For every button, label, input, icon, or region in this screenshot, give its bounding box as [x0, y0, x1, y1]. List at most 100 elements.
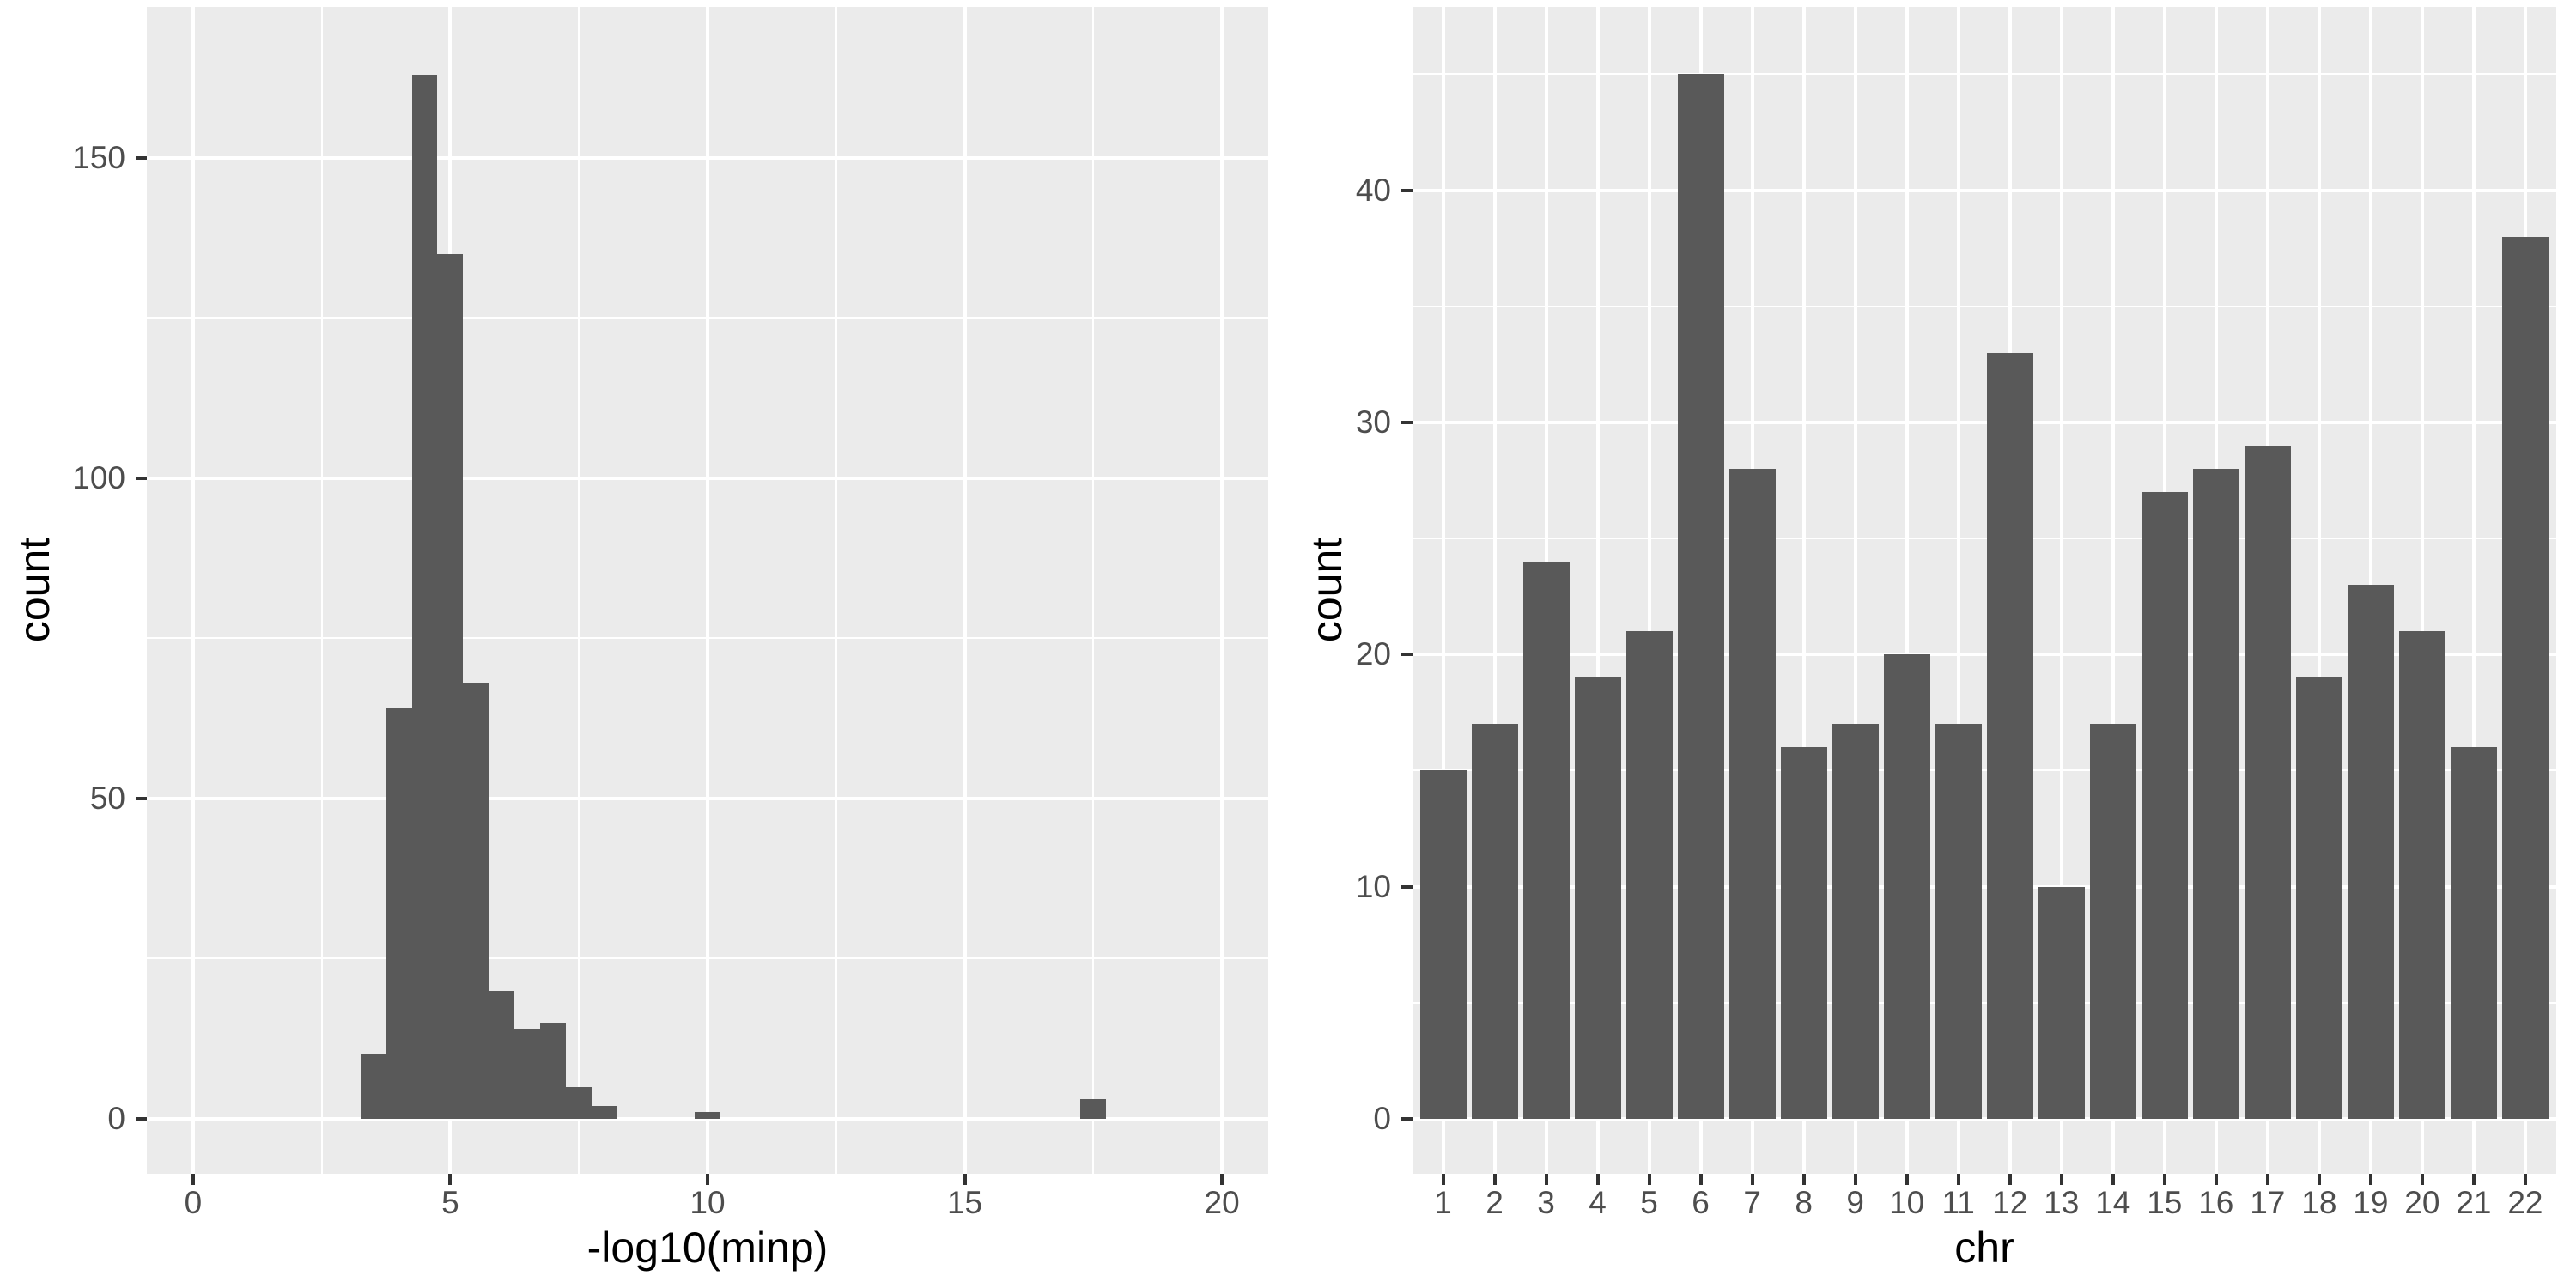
x-tick-label: 12	[1992, 1185, 2028, 1220]
bar	[2398, 631, 2445, 1119]
minor-gridline-y	[1413, 769, 2556, 772]
major-gridline-y	[1413, 884, 2556, 889]
bar	[2089, 724, 2136, 1119]
x-tick-mark	[2162, 1174, 2166, 1185]
y-tick-label: 100	[72, 459, 125, 495]
x-tick-mark	[191, 1174, 195, 1185]
y-tick-label: 0	[107, 1100, 125, 1136]
x-tick-label: 4	[1589, 1185, 1607, 1220]
x-tick-label: 10	[690, 1185, 726, 1220]
bar	[1780, 747, 1827, 1119]
histogram-bar	[437, 253, 464, 1119]
minor-gridline-x	[1092, 7, 1095, 1174]
x-tick-label: 17	[2250, 1185, 2286, 1220]
x-tick-mark	[1956, 1174, 1960, 1185]
minor-gridline-y	[1413, 73, 2556, 76]
major-gridline-x	[2471, 7, 2476, 1174]
x-tick-mark	[1801, 1174, 1806, 1185]
y-tick-label: 150	[72, 140, 125, 176]
minor-gridline-y	[1413, 1001, 2556, 1004]
bar	[1883, 654, 1930, 1119]
bar	[1935, 724, 1982, 1119]
x-tick-mark	[1698, 1174, 1703, 1185]
y-tick-label: 40	[1355, 172, 1391, 208]
y-tick-mark	[1401, 653, 1413, 657]
minor-gridline-y	[1413, 305, 2556, 307]
bar	[1419, 770, 1467, 1119]
x-tick-mark	[448, 1174, 453, 1185]
y-tick-mark	[136, 156, 147, 161]
x-tick-label: 18	[2301, 1185, 2337, 1220]
histogram-bar	[695, 1112, 720, 1119]
bar	[2192, 468, 2239, 1119]
x-tick-mark	[1595, 1174, 1600, 1185]
minor-gridline-x	[835, 7, 837, 1174]
minor-gridline-y	[1413, 538, 2556, 540]
bar	[2244, 445, 2291, 1119]
right-y-axis-title: count	[1303, 537, 1351, 643]
bar	[2141, 492, 2188, 1119]
x-tick-mark	[2420, 1174, 2424, 1185]
major-gridline-x	[2059, 7, 2063, 1174]
y-tick-label: 10	[1355, 868, 1391, 904]
x-tick-label: 10	[1889, 1185, 1925, 1220]
x-tick-mark	[2471, 1174, 2476, 1185]
x-tick-label: 6	[1692, 1185, 1710, 1220]
major-gridline-x	[1853, 7, 1857, 1174]
y-tick-mark	[1401, 188, 1413, 192]
bar	[1728, 468, 1776, 1119]
x-tick-label: 13	[2044, 1185, 2080, 1220]
x-tick-mark	[1441, 1174, 1445, 1185]
x-tick-label: 3	[1537, 1185, 1555, 1220]
minor-gridline-x	[578, 7, 580, 1174]
x-tick-mark	[2265, 1174, 2269, 1185]
bar	[2347, 585, 2394, 1119]
y-tick-mark	[1401, 1116, 1413, 1121]
y-tick-label: 50	[89, 780, 125, 816]
bar	[1522, 562, 1570, 1119]
major-gridline-x	[1595, 7, 1600, 1174]
x-tick-mark	[1750, 1174, 1754, 1185]
x-tick-label: 19	[2353, 1185, 2389, 1220]
x-tick-label: 9	[1846, 1185, 1864, 1220]
major-gridline-x	[1905, 7, 1909, 1174]
x-tick-mark	[1905, 1174, 1909, 1185]
histogram-bar	[386, 708, 412, 1119]
major-gridline-x	[706, 7, 709, 1174]
x-tick-label: 14	[2095, 1185, 2131, 1220]
major-gridline-y	[1413, 653, 2556, 657]
x-tick-label: 1	[1434, 1185, 1452, 1220]
x-tick-label: 20	[2404, 1185, 2440, 1220]
bar	[2450, 747, 2497, 1119]
major-gridline-y	[1413, 420, 2556, 424]
x-tick-mark	[2368, 1174, 2372, 1185]
bar	[1471, 724, 1518, 1119]
histogram-bar	[514, 1029, 541, 1119]
major-gridline-y	[1413, 1116, 2556, 1121]
histogram-bar	[540, 1022, 567, 1119]
x-tick-mark	[2214, 1174, 2218, 1185]
x-tick-label: 16	[2198, 1185, 2234, 1220]
y-tick-label: 30	[1355, 404, 1391, 440]
major-gridline-x	[1220, 7, 1224, 1174]
major-gridline-x	[2420, 7, 2424, 1174]
major-gridline-x	[1441, 7, 1445, 1174]
x-tick-label: 21	[2456, 1185, 2492, 1220]
x-tick-mark	[1492, 1174, 1497, 1185]
bar	[2038, 886, 2085, 1119]
histogram-bar	[411, 75, 438, 1119]
major-gridline-x	[1801, 7, 1806, 1174]
histogram-bar	[489, 990, 515, 1119]
x-tick-mark	[2111, 1174, 2115, 1185]
histogram-bar	[592, 1105, 618, 1119]
x-tick-label: 11	[1941, 1185, 1975, 1220]
histogram-bar	[1080, 1099, 1107, 1119]
x-tick-mark	[1544, 1174, 1548, 1185]
histogram-bar	[360, 1054, 386, 1119]
y-tick-mark	[136, 476, 147, 480]
bar	[1574, 677, 1621, 1119]
x-tick-mark	[963, 1174, 967, 1185]
major-gridline-x	[963, 7, 967, 1174]
y-tick-mark	[1401, 420, 1413, 424]
histogram-bar	[463, 683, 489, 1119]
